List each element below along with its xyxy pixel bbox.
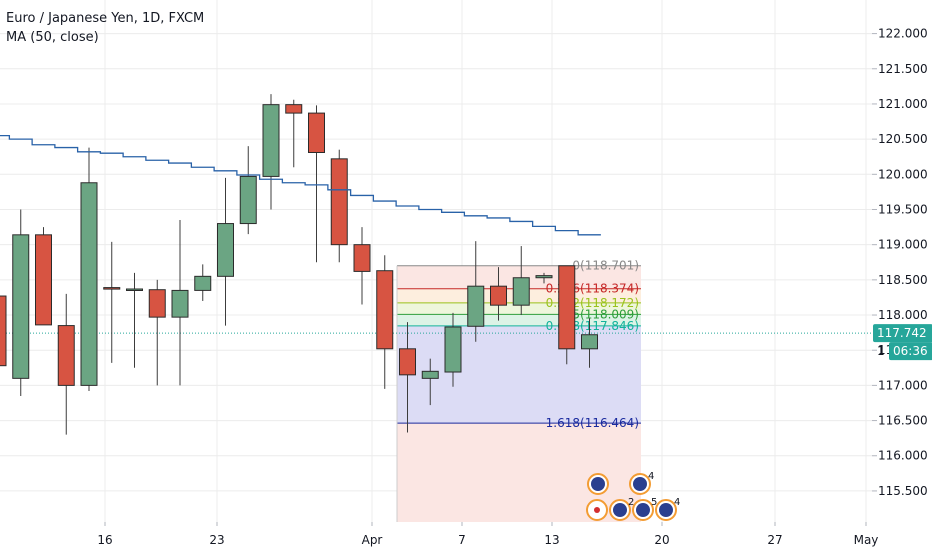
candle-body[interactable] <box>126 288 143 291</box>
candle-body[interactable] <box>353 244 371 272</box>
symbol-title[interactable]: Euro / Japanese Yen, 1D, FXCM <box>6 11 205 26</box>
fib-zone-382 <box>397 302 641 315</box>
candle-body[interactable] <box>80 182 98 386</box>
time-tick-label: May <box>854 533 879 547</box>
time-tick-label: 20 <box>654 533 669 547</box>
candle-body[interactable] <box>217 223 234 277</box>
fib-zone-5 <box>397 314 641 326</box>
event-count-label: 4 <box>648 471 654 482</box>
candle-body[interactable] <box>535 275 553 279</box>
price-axis[interactable] <box>872 0 932 550</box>
time-tick-label: Apr <box>362 533 383 547</box>
eu-flag-icon <box>636 503 650 517</box>
time-tick-label: 7 <box>458 533 466 547</box>
candle-body[interactable] <box>0 295 7 367</box>
event-count-label: 5 <box>651 497 657 508</box>
price-tick-label: 118.500 <box>878 273 928 287</box>
candle-body[interactable] <box>558 265 576 350</box>
fib-level-label: 1.618(116.464) <box>546 416 639 430</box>
time-tick-label: 13 <box>544 533 559 547</box>
eu-flag-icon <box>633 477 647 491</box>
candle-body[interactable] <box>262 104 280 177</box>
price-tick-label: 119.500 <box>878 202 928 216</box>
candle-body[interactable] <box>194 275 212 291</box>
fib-level-label: 0.5(118.009) <box>561 307 639 321</box>
candle-body[interactable] <box>103 287 121 290</box>
candle-body[interactable] <box>57 325 75 386</box>
price-tick-label: 117.000 <box>878 378 928 392</box>
candle-body[interactable] <box>376 270 394 350</box>
candle-body[interactable] <box>308 112 325 153</box>
price-tick-label: 122.000 <box>878 27 928 41</box>
current-price-value: 117.742 <box>877 326 927 340</box>
price-tick-label: 120.500 <box>878 132 928 146</box>
candle-body[interactable] <box>581 334 598 350</box>
price-tick-label: 116.500 <box>878 414 928 428</box>
current-price-badge <box>873 324 932 343</box>
eu-flag-icon <box>591 477 605 491</box>
time-axis[interactable] <box>0 522 872 550</box>
countdown-timer: 06:36 <box>893 344 928 358</box>
time-tick-label: 27 <box>767 533 782 547</box>
chart-legend: Euro / Japanese Yen, 1D, FXCM MA (50, cl… <box>6 9 204 47</box>
price-prefix-label: 1 <box>877 344 885 358</box>
eu-flag-icon <box>613 503 627 517</box>
price-tick-label: 119.000 <box>878 238 928 252</box>
event-count-label: 4 <box>674 497 680 508</box>
candle-body[interactable] <box>421 370 439 379</box>
candle-body[interactable] <box>239 175 257 225</box>
event-count-label: 2 <box>628 497 634 508</box>
candle-body[interactable] <box>330 158 348 246</box>
price-tick-label: 120.000 <box>878 167 928 181</box>
moving-average-line[interactable] <box>0 134 601 236</box>
candle-body[interactable] <box>444 326 462 373</box>
candle-body[interactable] <box>399 348 416 376</box>
price-tick-label: 118.000 <box>878 308 928 322</box>
fib-zone-0 <box>397 265 641 289</box>
fib-level-label: 0(118.701) <box>572 259 639 273</box>
jp-flag-icon <box>594 507 600 513</box>
candle-body[interactable] <box>171 289 189 318</box>
price-tick-label: 115.500 <box>878 484 928 498</box>
candle-body[interactable] <box>490 285 507 306</box>
indicator-label[interactable]: MA (50, close) <box>6 30 99 45</box>
countdown-badge <box>889 342 932 361</box>
eu-flag-icon <box>659 503 673 517</box>
time-tick-label: 23 <box>209 533 224 547</box>
candle-body[interactable] <box>35 234 52 326</box>
candle-body[interactable] <box>512 277 530 306</box>
candle-body[interactable] <box>12 234 30 379</box>
candle-body[interactable] <box>467 285 485 327</box>
candle-body[interactable] <box>148 289 166 318</box>
price-tick-label: 121.000 <box>878 97 928 111</box>
price-tick-label: 121.500 <box>878 62 928 76</box>
price-tick-label: 116.000 <box>878 449 928 463</box>
time-tick-label: 16 <box>97 533 112 547</box>
candle-body[interactable] <box>285 104 303 114</box>
